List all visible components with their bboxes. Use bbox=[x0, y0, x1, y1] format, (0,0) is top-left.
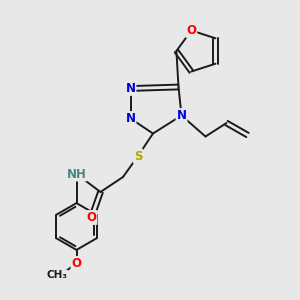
Text: O: O bbox=[186, 24, 196, 37]
Text: CH₃: CH₃ bbox=[46, 270, 68, 280]
Text: NH: NH bbox=[67, 167, 86, 181]
Text: S: S bbox=[134, 149, 142, 163]
Text: O: O bbox=[86, 211, 97, 224]
Text: N: N bbox=[176, 109, 187, 122]
Text: N: N bbox=[125, 82, 136, 95]
Text: N: N bbox=[125, 112, 136, 125]
Text: O: O bbox=[71, 257, 82, 270]
